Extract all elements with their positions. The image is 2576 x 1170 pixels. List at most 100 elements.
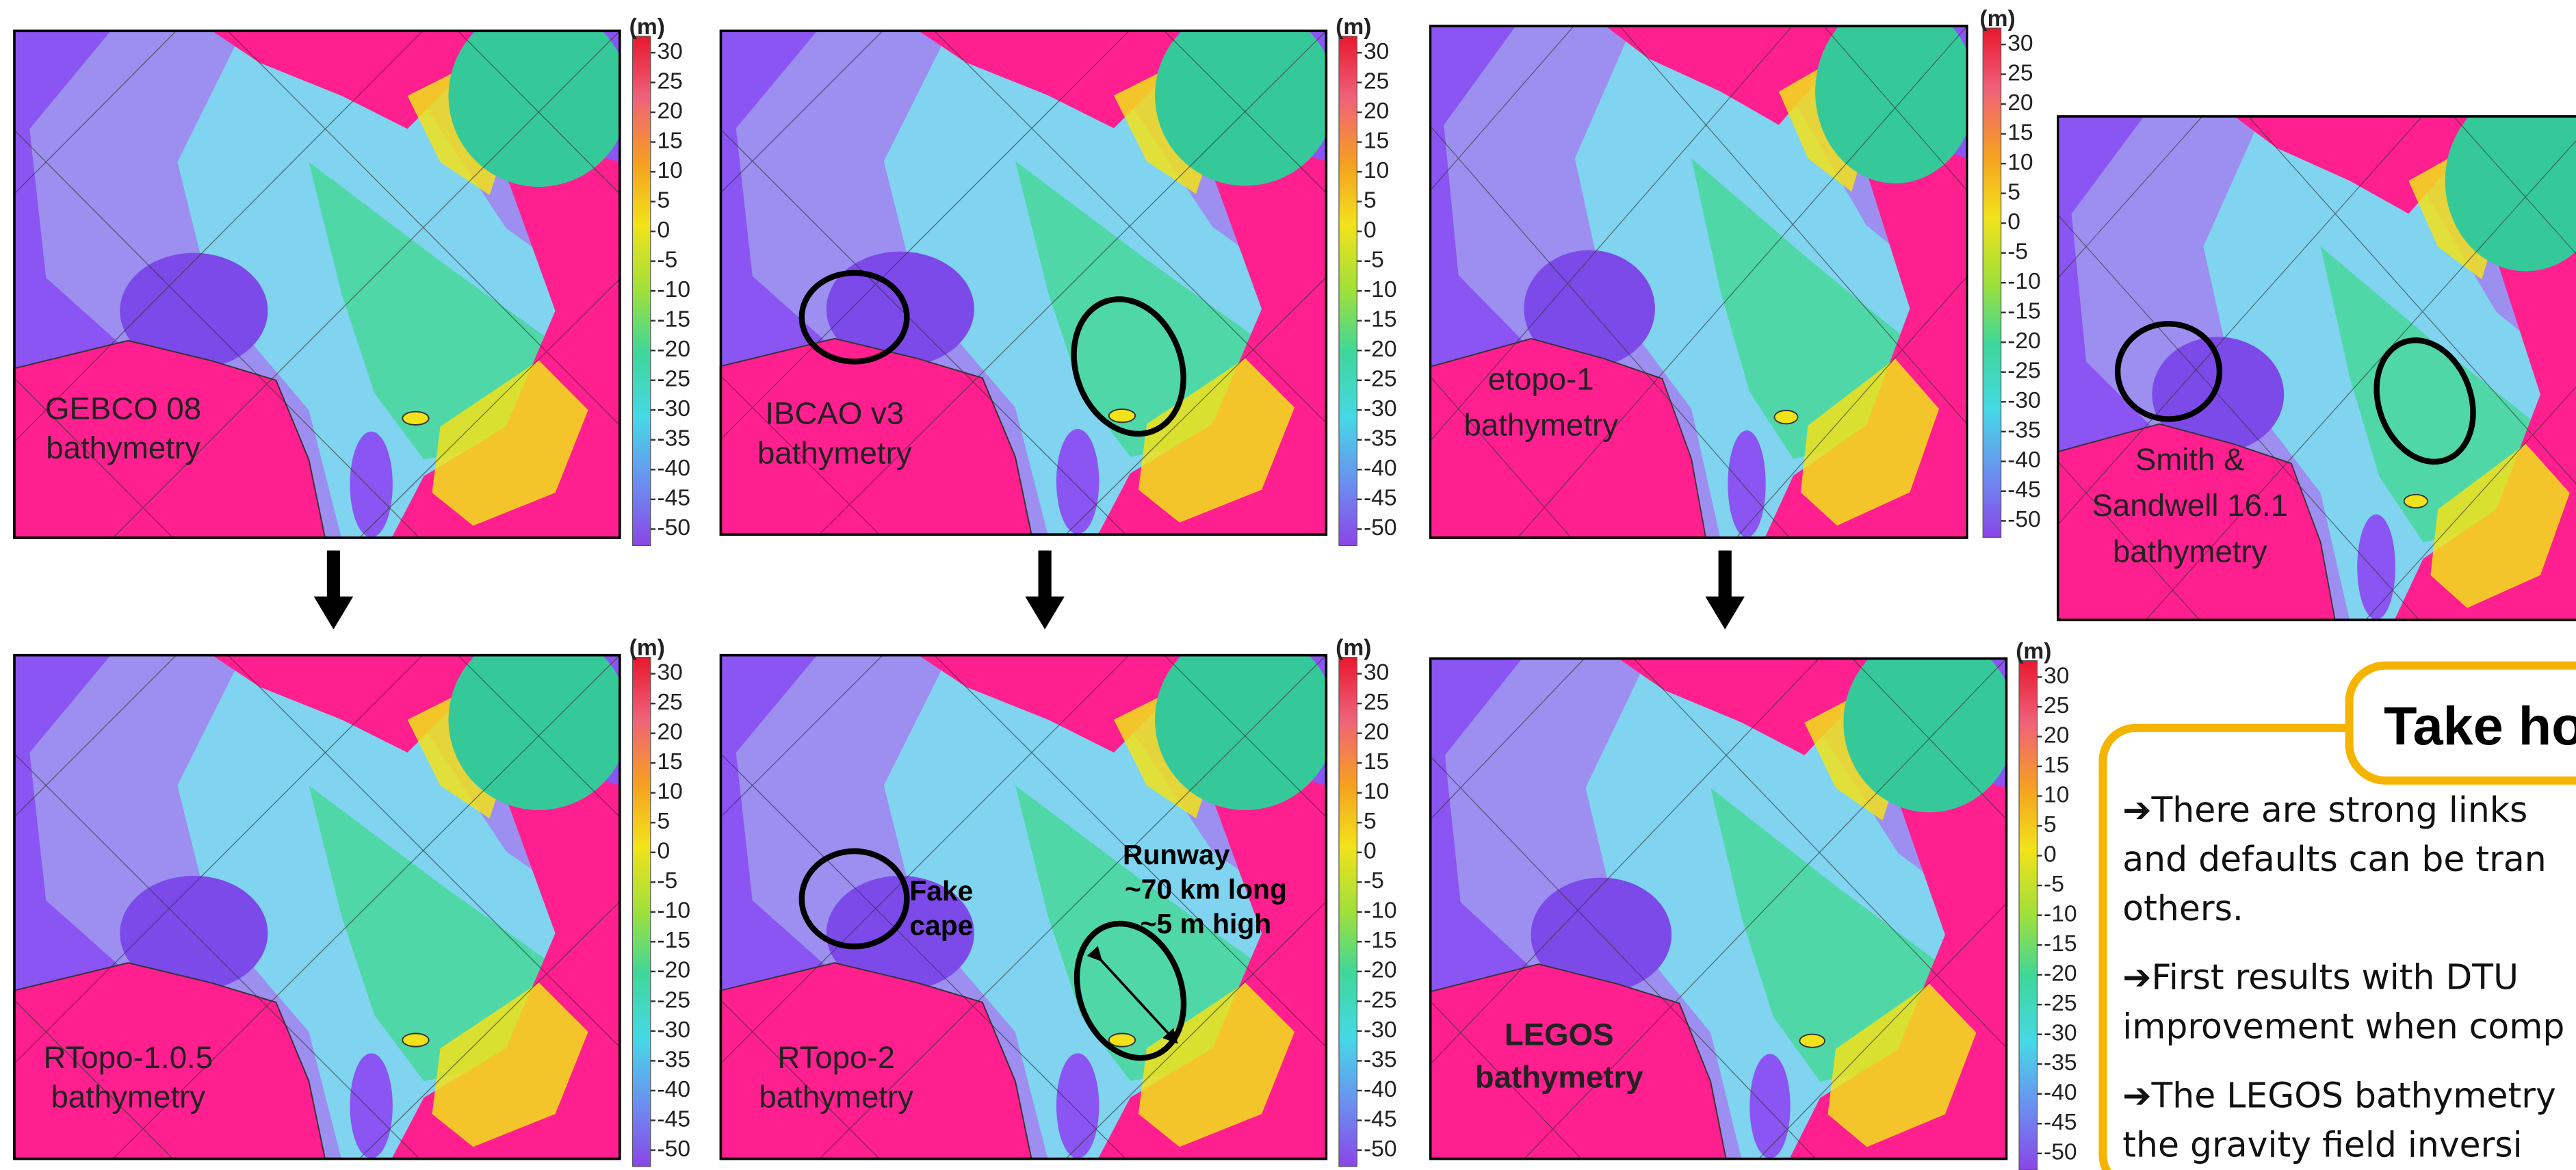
colorbar-tick-label: -15	[1364, 307, 1397, 333]
panel-label: LEGOS	[1505, 1017, 1614, 1052]
flow-arrows	[314, 551, 1745, 629]
colorbar-unit: (m)	[1336, 636, 1371, 661]
panel-label: bathymetry	[51, 1080, 205, 1115]
colorbar: (m)302520151050-5-10-15-20-25-30-35-40-4…	[2016, 638, 2077, 1169]
colorbar-tick-label: 25	[2007, 60, 2033, 86]
colorbar-tick-label: -15	[2044, 931, 2077, 957]
colorbar-ramp	[632, 658, 650, 1167]
colorbar-tick-label: -25	[2007, 359, 2041, 384]
colorbar-tick-label: -50	[1364, 515, 1397, 541]
colorbar-tick-label: -5	[657, 248, 677, 273]
take-home-text: ➔The LEGOS bathymetry	[2122, 1076, 2556, 1116]
colorbar-tick-label: 5	[657, 188, 670, 213]
colorbar-tick-label: -30	[1364, 1017, 1397, 1043]
colorbar: (m)302520151050-5-10-15-20-25-30-35-40-4…	[629, 14, 690, 545]
take-home-text: and defaults can be tran	[2122, 839, 2546, 879]
annotation: cape	[909, 909, 973, 941]
panel-label: Sandwell 16.1	[2092, 488, 2288, 523]
colorbar-tick-label: -25	[1364, 367, 1397, 392]
colorbar-tick-label: -30	[657, 396, 690, 421]
colorbar-tick-label: -25	[1364, 987, 1397, 1013]
panel-label: Smith &	[2135, 442, 2245, 477]
colorbar-tick-label: 10	[657, 779, 682, 805]
colorbar-tick-label: -45	[2007, 478, 2041, 503]
colorbar-tick-label: -35	[657, 426, 690, 452]
colorbar-tick-label: 10	[2007, 150, 2033, 175]
take-home-text: improvement when comp	[2122, 1006, 2564, 1047]
colorbar-tick-label: 0	[657, 839, 670, 864]
colorbar-tick-label: 25	[657, 690, 682, 715]
colorbar-tick-label: 15	[1364, 749, 1389, 775]
colorbar-tick-label: -20	[1364, 958, 1397, 983]
colorbar-tick-label: 5	[657, 809, 670, 834]
colorbar-tick-label: -40	[1364, 456, 1397, 481]
colorbar-tick-label: -5	[1364, 248, 1384, 273]
poster: GEBCO 08bathymetryIBCAO v3bathymetryetop…	[0, 0, 2576, 1170]
annotation: ~5 m high	[1141, 908, 1272, 939]
colorbar-tick-label: -10	[1364, 898, 1397, 924]
colorbar-tick-label: -15	[2007, 299, 2041, 324]
colorbar: (m)302520151050-5-10-15-20-25-30-35-40-4…	[1336, 636, 1396, 1167]
colorbar-tick-label: -50	[2044, 1140, 2077, 1165]
colorbar-tick-label: -15	[657, 307, 690, 333]
colorbar-tick-label: 20	[2044, 723, 2069, 748]
colorbar-tick-label: 25	[2044, 693, 2069, 718]
colorbar-tick-label: 0	[2044, 842, 2057, 867]
colorbar-tick-label: -30	[657, 1017, 690, 1043]
colorbar-tick-label: -10	[2007, 269, 2041, 294]
colorbar-tick-label: -35	[2044, 1050, 2077, 1076]
colorbar-tick-label: 15	[657, 749, 682, 775]
colorbar-tick-label: 10	[2044, 782, 2069, 807]
annotation: Runway	[1123, 839, 1230, 870]
colorbar-tick-label: -10	[1364, 277, 1397, 302]
colorbar-tick-label: -25	[657, 367, 690, 392]
colorbar-tick-label: -25	[2044, 991, 2077, 1016]
colorbar-tick-label: -5	[2044, 872, 2064, 897]
panel-label: RTopo-2	[777, 1040, 895, 1075]
colorbar-tick-label: -5	[1364, 868, 1384, 894]
panel-label: IBCAO v3	[765, 396, 904, 431]
colorbar-tick-label: -35	[1364, 1047, 1397, 1072]
colorbar-unit: (m)	[2016, 638, 2051, 664]
colorbar-tick-label: -15	[1364, 928, 1397, 953]
colorbar-tick-label: -50	[1364, 1136, 1397, 1162]
colorbar-tick-label: -50	[2007, 507, 2041, 532]
colorbar-tick-label: -5	[657, 868, 677, 894]
colorbar-tick-label: -30	[2007, 388, 2041, 413]
annotation: ~70 km long	[1125, 874, 1287, 905]
panel-label: bathymetry	[759, 1080, 913, 1115]
colorbar-tick-label: -35	[2007, 418, 2041, 443]
colorbar-tick-label: 0	[2007, 209, 2020, 235]
colorbar-tick-label: -45	[2044, 1110, 2077, 1135]
colorbar-tick-label: 30	[657, 660, 682, 686]
colorbar-tick-label: -10	[657, 277, 690, 302]
colorbar-ramp	[1339, 36, 1357, 545]
colorbar-tick-label: -45	[657, 1106, 690, 1132]
panel-label: RTopo-1.0.5	[43, 1040, 213, 1075]
colorbar-tick-label: 30	[657, 39, 682, 64]
colorbar-ramp	[1983, 28, 2001, 537]
map-panel	[1429, 0, 1975, 539]
colorbar-ramp	[632, 36, 650, 545]
colorbar-tick-label: -40	[657, 456, 690, 481]
colorbar-tick-label: -20	[2007, 328, 2041, 354]
colorbar-tick-label: -40	[2007, 447, 2041, 473]
colorbar-tick-label: 15	[657, 128, 682, 153]
panel-label: bathymetry	[1475, 1060, 1643, 1095]
colorbar: (m)302520151050-5-10-15-20-25-30-35-40-4…	[1336, 14, 1396, 545]
colorbar-tick-label: 0	[1364, 218, 1377, 243]
colorbar-tick-label: 20	[1364, 99, 1389, 124]
colorbar: (m)302520151050-5-10-15-20-25-30-35-40-4…	[1979, 6, 2040, 537]
colorbar-tick-label: -40	[657, 1077, 690, 1102]
panel-label: GEBCO 08	[45, 391, 201, 426]
take-home-text: others.	[2122, 888, 2243, 928]
colorbar-tick-label: 30	[2007, 31, 2033, 56]
panel-label: bathymetry	[757, 435, 912, 470]
colorbar-unit: (m)	[1979, 6, 2015, 31]
colorbar-tick-label: 15	[1364, 128, 1389, 153]
panel-label: bathymetry	[46, 430, 200, 465]
take-home-text: ➔There are strong links	[2122, 790, 2527, 830]
colorbar-tick-label: -20	[657, 958, 690, 983]
colorbar-tick-label: 5	[1364, 809, 1377, 834]
colorbar-tick-label: 10	[1364, 158, 1389, 183]
